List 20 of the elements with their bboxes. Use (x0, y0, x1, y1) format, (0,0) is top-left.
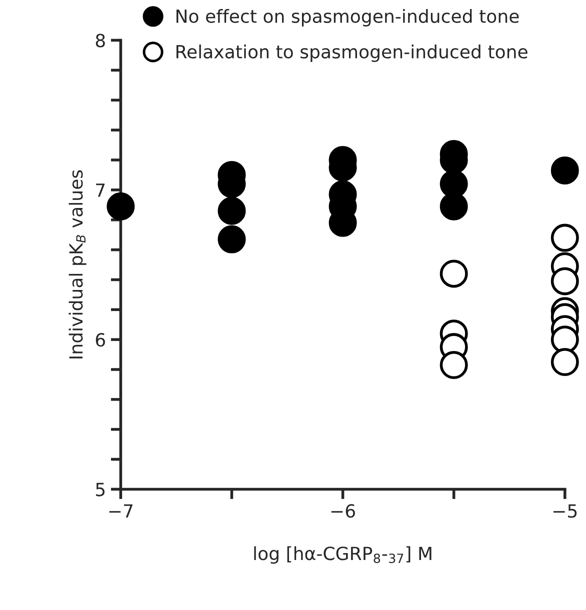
point (440, 260, 468, 288)
point (440, 351, 468, 380)
y-tick-label: 8 (96, 34, 105, 48)
x-tick-label: −6 (331, 504, 355, 518)
point (550, 267, 579, 296)
point (218, 196, 246, 225)
y-tick-label: 5 (96, 482, 105, 496)
point (550, 156, 579, 184)
y-tick-label: 7 (96, 184, 105, 197)
x-axis-title: log [hα-CGRP$_{8}$-$_{37}$] M (254, 546, 432, 564)
x-tick-label: −5 (554, 504, 577, 518)
y-tick-label: 6 (96, 333, 105, 347)
point (550, 224, 579, 252)
y-axis-title: Individual pK$_{B}$ values (68, 170, 86, 358)
point (218, 225, 246, 254)
point (106, 192, 135, 220)
point (550, 348, 579, 376)
x-tick-label: −7 (109, 504, 132, 518)
legend-label: No effect on spasmogen-induced tone (176, 9, 519, 26)
legend-label: Relaxation to spasmogen-induced tone (176, 44, 528, 62)
